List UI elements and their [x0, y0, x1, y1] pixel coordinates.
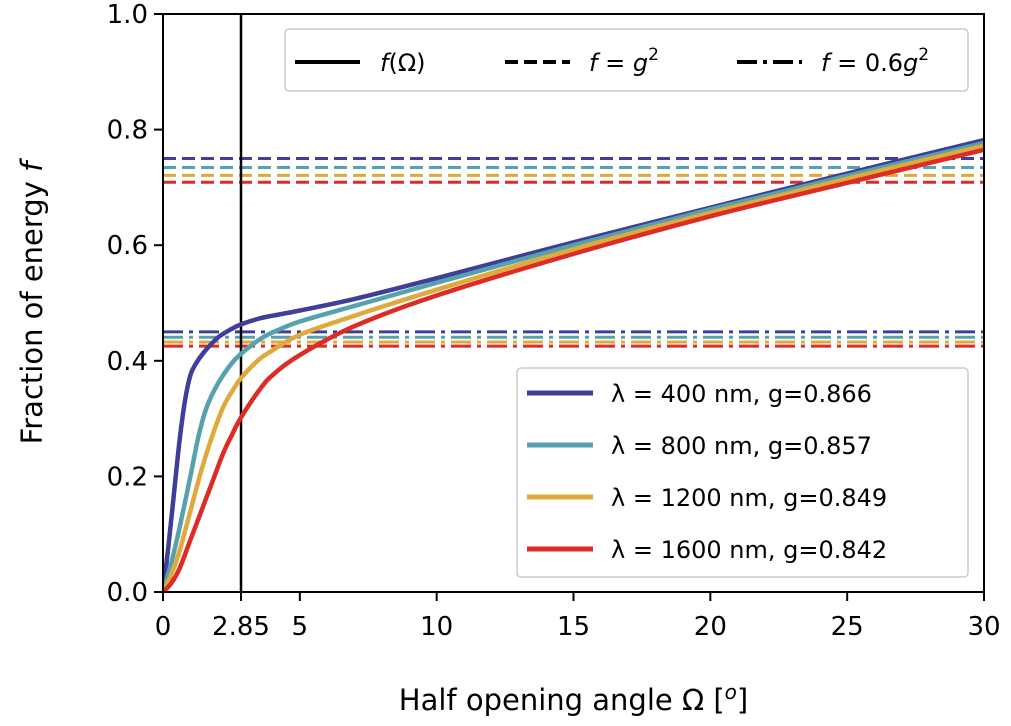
line-style-legend: f(Ω) f = g2 f = 0.6g2 [284, 28, 969, 92]
x-tick-label: 15 [557, 612, 590, 642]
legend-solid-label: f(Ω) [380, 49, 426, 77]
series-legend-label-0: λ = 400 nm, g=0.866 [611, 380, 872, 408]
y-tick-label: 0.6 [107, 231, 148, 261]
y-tick-label: 0.2 [107, 462, 148, 492]
x-tick-label: 2.85 [212, 612, 270, 642]
series-line-0 [163, 137, 984, 592]
y-tick-label: 0.8 [107, 116, 148, 146]
y-tick-label: 0.0 [107, 578, 148, 608]
series-line-1 [163, 140, 984, 592]
y-axis-title: Fraction of energy f [15, 158, 49, 444]
series-legend-label-2: λ = 1200 nm, g=0.849 [611, 484, 887, 512]
series-line-2 [163, 143, 984, 592]
x-axis-title: Half opening angle Ω [o] [399, 680, 748, 717]
series-line-3 [163, 147, 984, 592]
series-legend-label-3: λ = 1600 nm, g=0.842 [611, 536, 887, 564]
x-tick-label: 25 [831, 612, 864, 642]
series-legend-label-1: λ = 800 nm, g=0.857 [611, 432, 872, 460]
x-tick-label: 10 [420, 612, 453, 642]
line-style-legend-box [284, 28, 969, 92]
x-tick-label: 0 [155, 612, 172, 642]
legend-dashdot-label: f = 0.6g2 [821, 45, 929, 77]
x-tick-label: 5 [292, 612, 309, 642]
y-tick-label: 1.0 [107, 0, 148, 30]
legend-dashed-label: f = g2 [589, 45, 659, 77]
x-tick-label: 20 [694, 612, 727, 642]
y-tick-label: 0.4 [107, 347, 148, 377]
series-legend-box [516, 367, 969, 578]
x-tick-label: 30 [967, 612, 1000, 642]
series-legend: λ = 400 nm, g=0.866 λ = 800 nm, g=0.857 λ … [516, 367, 969, 578]
